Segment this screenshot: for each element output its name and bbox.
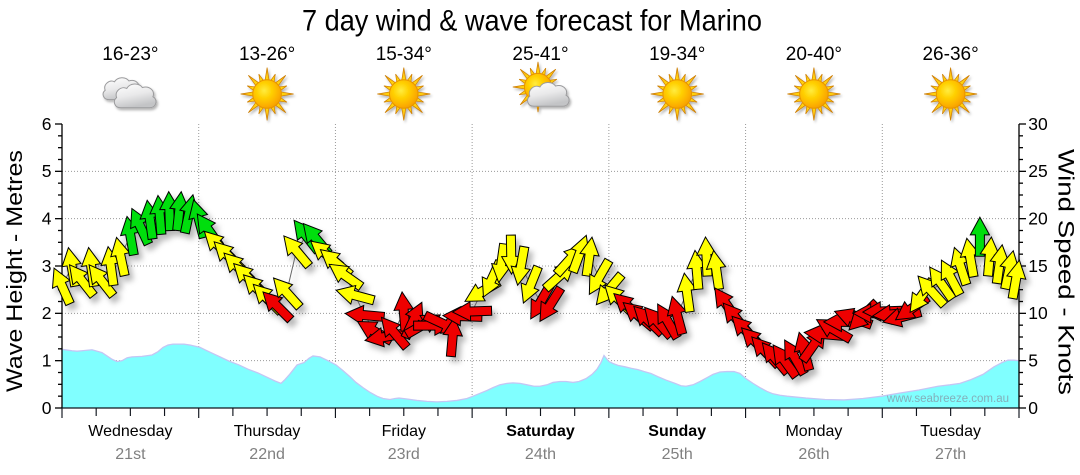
- svg-text:25-41°: 25-41°: [512, 44, 568, 65]
- svg-text:5: 5: [1028, 351, 1038, 371]
- svg-text:3: 3: [42, 256, 52, 276]
- svg-text:Tuesday: Tuesday: [920, 423, 981, 440]
- svg-text:22nd: 22nd: [249, 446, 285, 463]
- svg-text:Sunday: Sunday: [648, 423, 706, 440]
- svg-text:25: 25: [1028, 161, 1047, 181]
- svg-text:0: 0: [42, 398, 52, 418]
- svg-text:Wednesday: Wednesday: [88, 423, 172, 440]
- svg-text:1: 1: [42, 351, 52, 371]
- svg-text:Friday: Friday: [382, 423, 426, 440]
- svg-text:15-34°: 15-34°: [376, 44, 432, 65]
- svg-text:23rd: 23rd: [388, 446, 420, 463]
- svg-text:Thursday: Thursday: [234, 423, 301, 440]
- svg-text:4: 4: [42, 209, 52, 229]
- svg-text:21st: 21st: [115, 446, 146, 463]
- svg-text:20: 20: [1028, 209, 1048, 229]
- svg-text:15: 15: [1028, 256, 1047, 276]
- svg-text:26th: 26th: [798, 446, 829, 463]
- svg-text:2: 2: [42, 303, 52, 323]
- svg-text:20-40°: 20-40°: [786, 44, 842, 65]
- svg-text:24th: 24th: [525, 446, 556, 463]
- svg-text:25th: 25th: [662, 446, 693, 463]
- svg-text:19-34°: 19-34°: [649, 44, 705, 65]
- svg-text:0: 0: [1028, 398, 1038, 418]
- svg-text:Saturday: Saturday: [506, 423, 575, 440]
- svg-text:26-36°: 26-36°: [922, 44, 978, 65]
- svg-text:Monday: Monday: [785, 423, 842, 440]
- svg-text:13-26°: 13-26°: [239, 44, 295, 65]
- svg-text:6: 6: [42, 114, 52, 134]
- svg-text:Wind Speed - Knots: Wind Speed - Knots: [1053, 149, 1078, 395]
- svg-text:7 day wind & wave forecast for: 7 day wind & wave forecast for Marino: [302, 5, 762, 38]
- svg-text:27th: 27th: [935, 446, 966, 463]
- svg-text:16-23°: 16-23°: [102, 44, 158, 65]
- svg-text:Wave Height - Metres: Wave Height - Metres: [2, 150, 27, 392]
- svg-text:30: 30: [1028, 114, 1048, 134]
- svg-text:www.seabreeze.com.au: www.seabreeze.com.au: [886, 393, 1009, 405]
- svg-text:10: 10: [1028, 303, 1048, 323]
- svg-text:5: 5: [42, 161, 52, 181]
